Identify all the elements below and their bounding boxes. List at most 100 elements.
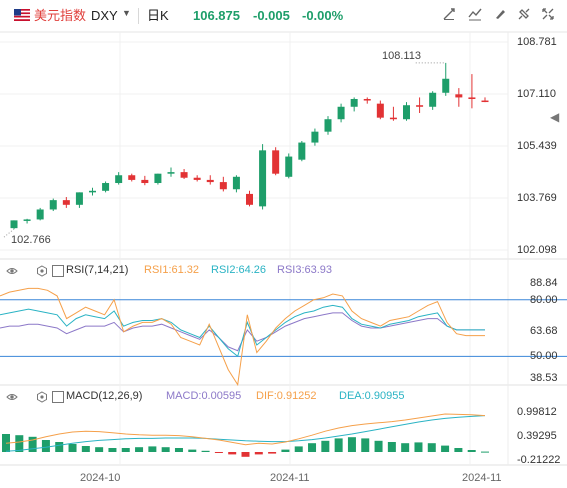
macd-histogram-bar [427, 443, 436, 452]
candle-body [337, 106, 345, 120]
candle-body [363, 98, 371, 101]
candle-body [272, 150, 280, 174]
macd-histogram-bar [228, 452, 237, 455]
candle-body [89, 190, 96, 193]
divider [138, 8, 139, 24]
macd-histogram-bar [334, 438, 343, 452]
drawing-tool-icon[interactable] [440, 7, 458, 25]
dea-value: DEA:0.90955 [339, 390, 405, 402]
rsi-tick-label: 88.84 [530, 277, 558, 289]
macd-histogram-bar [121, 448, 130, 452]
macd-histogram-bar [241, 452, 250, 457]
macd-tick-label: -0.21222 [517, 454, 561, 467]
candle-body [285, 156, 293, 177]
macd-histogram-bar [401, 443, 410, 452]
candle-body [75, 192, 83, 205]
candle-body [246, 193, 253, 205]
candle-body [128, 175, 136, 180]
fullscreen-icon[interactable] [539, 7, 557, 25]
dif-line [5, 413, 486, 446]
macd-histogram-bar [214, 452, 223, 453]
candle-body [10, 220, 18, 229]
candle-body [416, 105, 424, 107]
price-change-percent: -0.00% [302, 8, 344, 23]
candle-body [154, 173, 162, 184]
eye-icon[interactable] [6, 265, 18, 277]
rsi1-line [0, 287, 485, 387]
candle-body [259, 150, 267, 207]
macd-histogram-bar [361, 438, 370, 452]
price-tick-label: 105.439 [517, 140, 557, 152]
high-price-label: 108.113 [382, 50, 421, 62]
settings-icon[interactable] [36, 265, 48, 277]
price-tick-label: 103.769 [517, 191, 557, 204]
dea-line [5, 415, 486, 452]
rsi1-value: RSI1:61.32 [144, 264, 200, 276]
candle-body [298, 142, 306, 160]
candle-body [219, 182, 227, 190]
price-change: -0.005 [253, 8, 290, 23]
rsi-tick-label: 50.00 [530, 350, 558, 363]
eraser-icon[interactable] [515, 7, 533, 25]
macd-histogram-bar [148, 446, 157, 452]
top-bar: 美元指数 DXY ▼ 日K 106.875 -0.005 -0.00% [0, 0, 567, 32]
macd-histogram-bar [41, 440, 50, 452]
candle-body [206, 179, 214, 183]
checkbox-icon[interactable] [52, 265, 64, 277]
last-price: 106.875 [193, 8, 240, 23]
candle-body [350, 98, 358, 107]
dif-value: DIF:0.91252 [256, 390, 317, 402]
caret-down-icon[interactable]: ▼ [122, 8, 131, 18]
macd-histogram-bar [161, 447, 170, 452]
macd-histogram-bar [188, 449, 197, 452]
x-axis-label: 2024-10 [80, 472, 121, 484]
rsi-title: RSI(7,14,21) [66, 264, 129, 276]
candle-body [115, 175, 123, 184]
macd-histogram-bar [201, 450, 210, 452]
candle-body [376, 103, 384, 118]
candle-body [102, 183, 110, 191]
rsi-tick-label: 38.53 [530, 372, 558, 384]
eye-icon[interactable] [6, 391, 18, 403]
symbol-selector[interactable]: DXY [91, 8, 118, 23]
macd-histogram-bar [281, 449, 290, 452]
macd-histogram-bar [347, 437, 356, 452]
instrument-name: 美元指数 [34, 8, 87, 23]
checkbox-icon[interactable] [52, 391, 64, 403]
indicator-icon[interactable] [466, 7, 484, 25]
rsi2-line [0, 304, 485, 358]
macd-histogram-bar [28, 436, 37, 452]
macd-histogram-bar [441, 445, 450, 452]
candle-body [403, 105, 410, 120]
candle-body [167, 172, 175, 174]
candle-body [141, 179, 149, 184]
settings-icon[interactable] [36, 391, 48, 403]
macd-histogram-bar [467, 450, 476, 452]
macd-histogram-bar [95, 447, 104, 452]
macd-title: MACD(12,26,9) [66, 390, 143, 402]
macd-histogram-bar [294, 446, 303, 452]
rsi3-value: RSI3:63.93 [277, 264, 333, 276]
candle-body [180, 172, 188, 178]
collapse-arrow-icon[interactable]: ◀ [550, 110, 560, 124]
candle-body [232, 176, 240, 190]
candle-body [311, 131, 319, 143]
candle-body [49, 200, 57, 210]
macd-histogram-bar [254, 452, 263, 455]
rsi-tick-label: 80.00 [530, 293, 558, 306]
price-tick-label: 108.781 [517, 36, 557, 48]
period-selector[interactable]: 日K [147, 8, 169, 23]
candle-body [62, 200, 70, 205]
macd-histogram-bar [481, 451, 489, 453]
price-tick-label: 107.110 [517, 88, 556, 100]
macd-histogram-bar [81, 446, 90, 452]
macd-histogram-bar [308, 443, 317, 452]
low-price-label: 102.766 [11, 234, 51, 246]
price-tick-label: 102.098 [517, 244, 557, 256]
macd-histogram-bar [174, 448, 183, 452]
brush-icon[interactable] [491, 7, 509, 25]
candle-body [468, 97, 476, 99]
candle-body [23, 219, 31, 221]
x-axis-label: 2024-11 [270, 472, 310, 484]
